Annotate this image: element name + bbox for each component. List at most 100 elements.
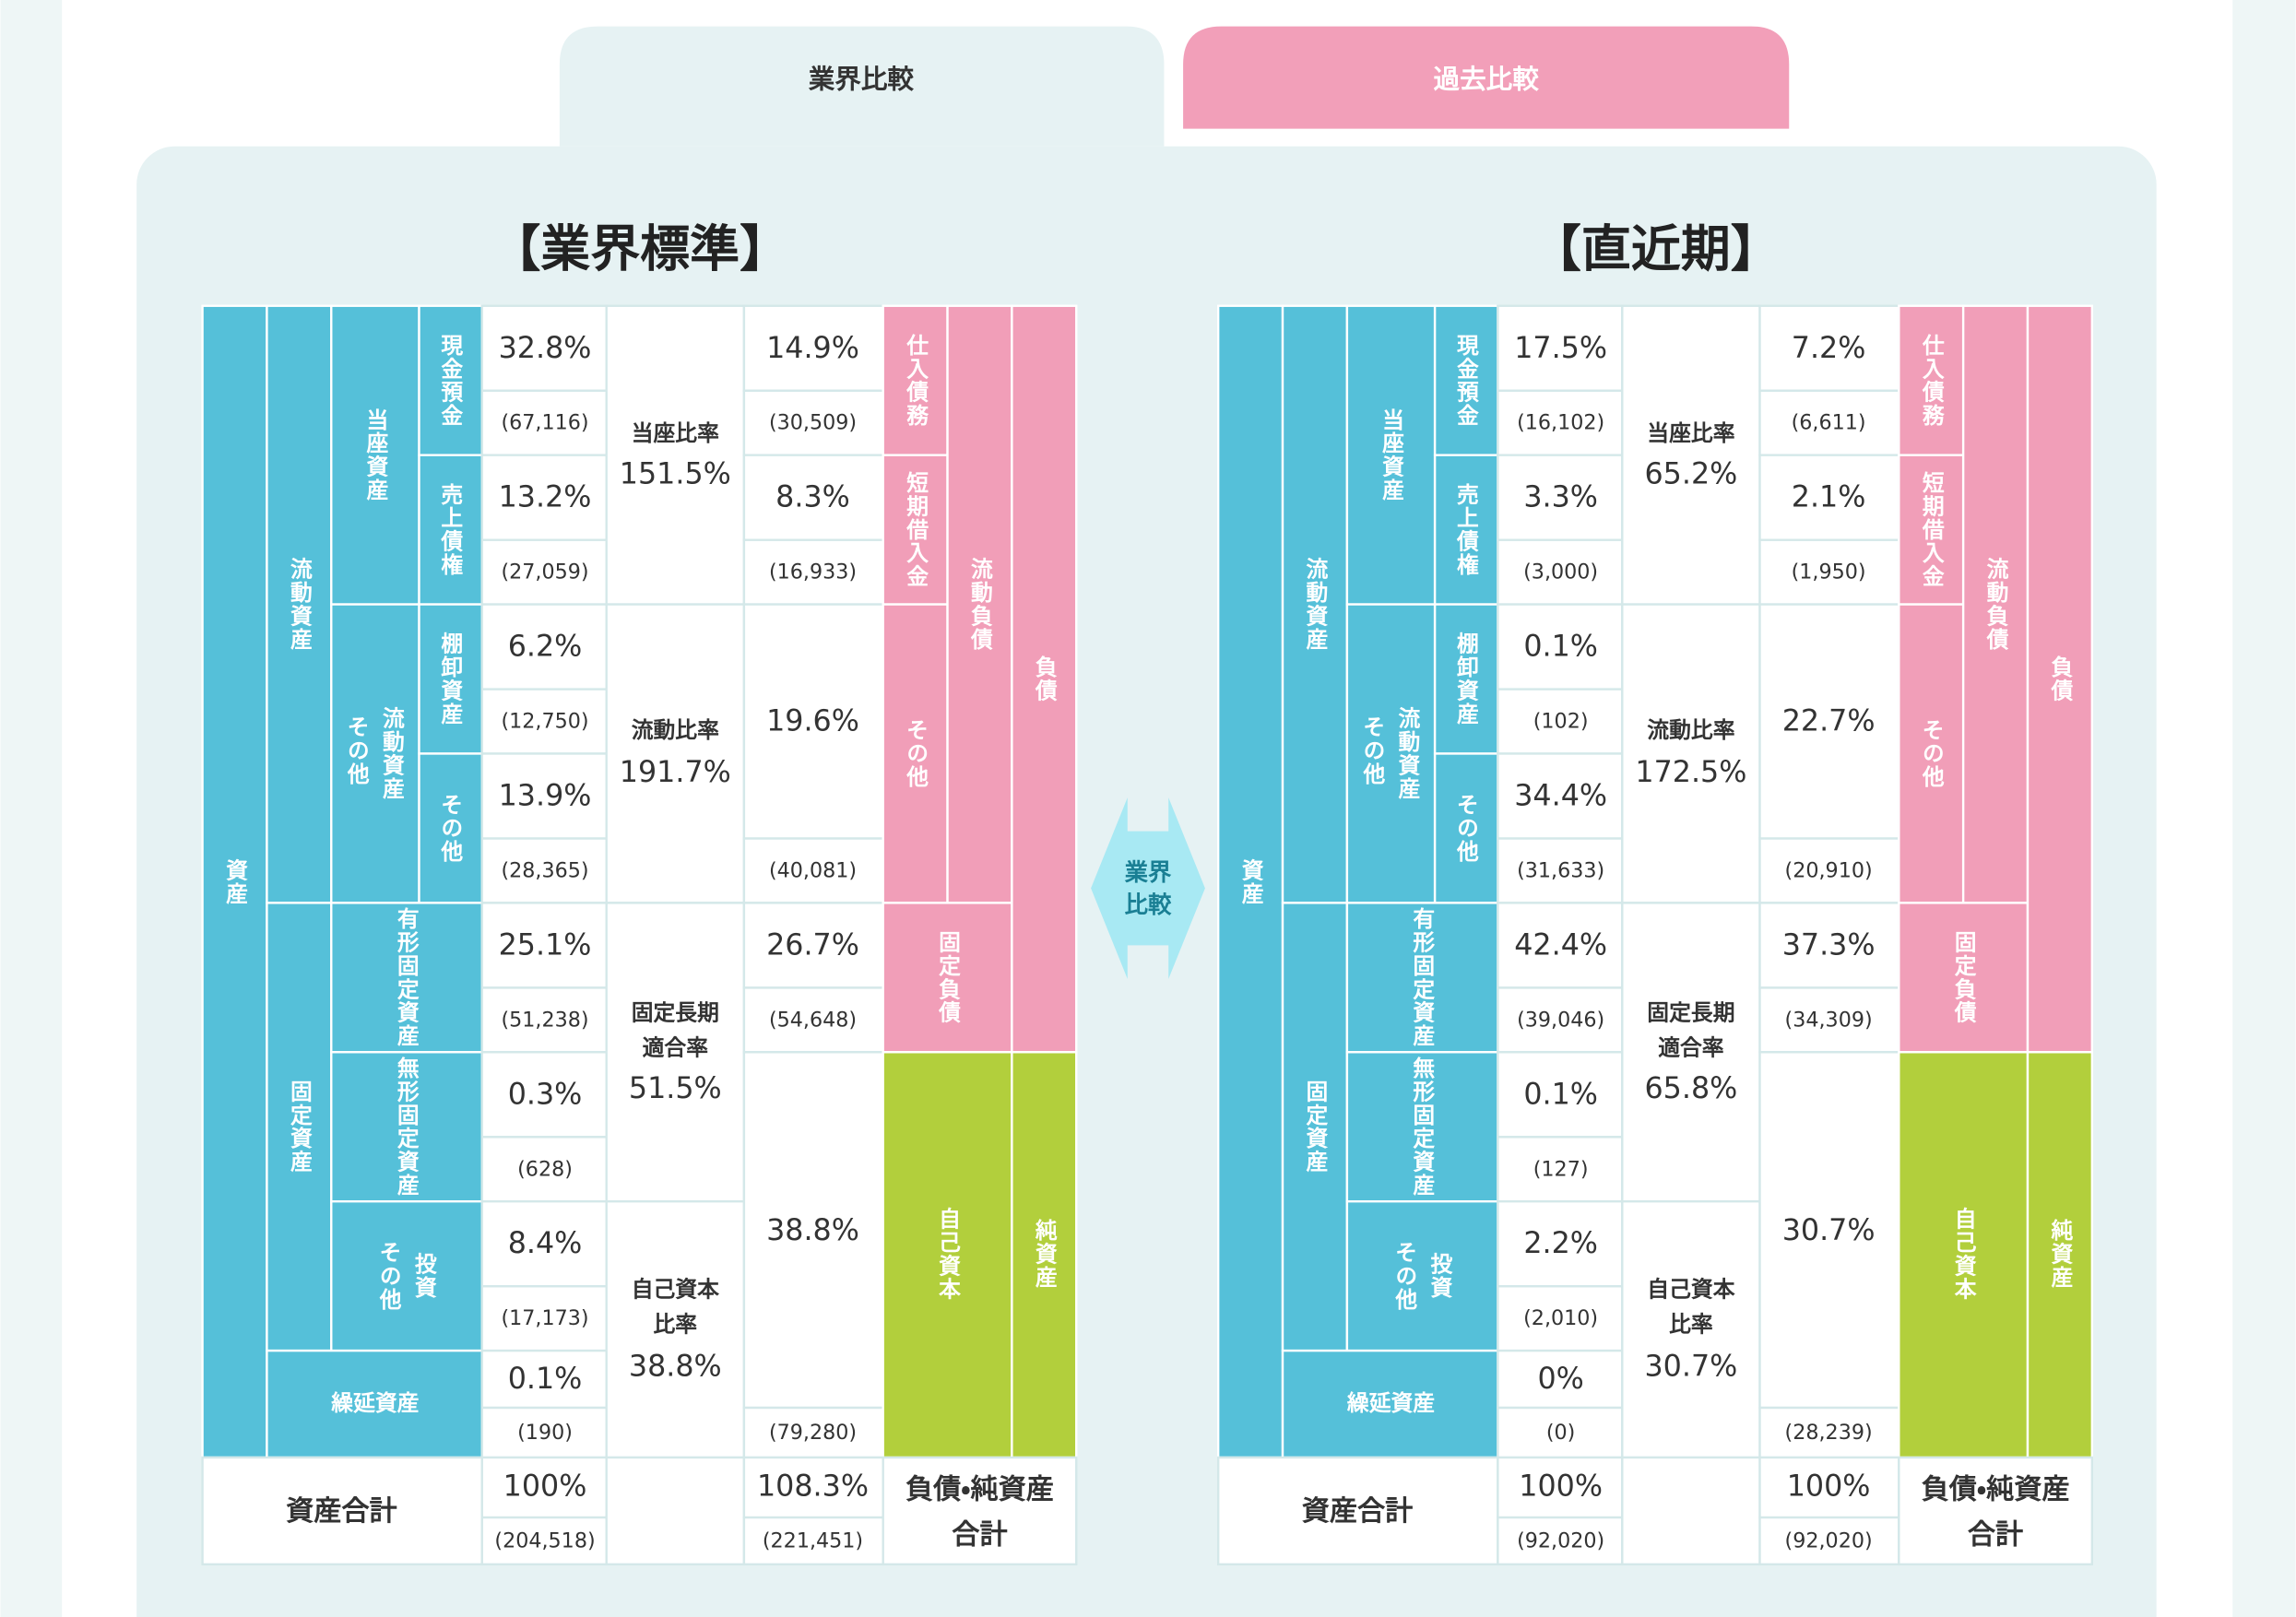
compare-arrow — [1091, 797, 1205, 979]
label-cell — [882, 454, 949, 606]
label-cell — [1345, 603, 1437, 904]
value-cell — [1497, 688, 1624, 755]
amount: (28,239) — [1785, 1421, 1873, 1445]
value-cell — [1497, 1136, 1624, 1203]
label-cell — [1281, 902, 1349, 1352]
row-label: 固定資産 — [286, 1080, 312, 1174]
value-cell — [1621, 1200, 1761, 1459]
value-cell — [480, 1136, 608, 1203]
tab-active[interactable] — [559, 26, 1165, 147]
label-cell — [1281, 304, 1349, 904]
percent: 2.1% — [1792, 481, 1866, 514]
total-label: 負債・純資産 — [1922, 1473, 2070, 1505]
panel-title: 【直近期】 — [1532, 219, 1781, 277]
row-label: その他 — [437, 793, 464, 863]
row-label: 有形固定資産 — [1409, 907, 1435, 1047]
label-cell — [882, 1051, 1013, 1459]
ratio-label: 固定長期 — [1647, 999, 1734, 1025]
value-cell — [1497, 1200, 1624, 1288]
tab-inactive[interactable] — [1183, 26, 1790, 129]
row-label: 繰延資産 — [1347, 1390, 1435, 1416]
percent: 100% — [1787, 1470, 1871, 1504]
label-cell — [266, 1349, 483, 1459]
row-label: 固定負債 — [935, 931, 962, 1025]
row-label: 短期借入金 — [903, 471, 929, 588]
row-label: 現金預金 — [437, 334, 463, 428]
value-cell — [605, 1456, 746, 1566]
ratio-label: 固定長期 — [632, 999, 719, 1025]
row-label: 流動負債 — [1982, 557, 2009, 652]
compare-label: 業界 — [1125, 858, 1172, 886]
compare-label: 比較 — [1125, 891, 1172, 918]
tab-label[interactable]: 過去比較 — [1434, 64, 1540, 95]
amount: (204,518) — [494, 1528, 595, 1552]
row-label: 現金預金 — [1452, 334, 1478, 428]
amount: (51,238) — [501, 1008, 588, 1032]
ratio-label: 当座比率 — [1647, 420, 1734, 446]
row-label: 負債 — [2047, 655, 2074, 702]
amount: (67,116) — [501, 411, 588, 435]
side-strip — [0, 0, 63, 1617]
row-label: 資産 — [222, 859, 248, 906]
ratio-label: 比率 — [1669, 1312, 1713, 1338]
value-cell — [742, 986, 884, 1054]
amount: (39,046) — [1517, 1008, 1604, 1032]
value-cell — [742, 1456, 884, 1519]
label-cell — [882, 603, 949, 904]
tab-label[interactable]: 業界比較 — [809, 64, 915, 95]
label-cell — [1433, 603, 1499, 755]
row-label: 純資産 — [2047, 1218, 2073, 1289]
ratio-value: 65.2% — [1644, 457, 1737, 490]
value-cell — [605, 304, 746, 606]
row-label: 純資産 — [1031, 1218, 1057, 1289]
label-cell — [2026, 304, 2094, 1054]
label-cell — [1433, 304, 1499, 456]
label-cell — [330, 304, 420, 606]
percent: 14.9% — [766, 332, 859, 365]
percent: 0.3% — [508, 1078, 583, 1111]
label-cell — [1011, 304, 1078, 1054]
label-cell — [1898, 902, 2030, 1054]
ratio-label: 自己資本 — [1647, 1276, 1734, 1302]
amount: (40,081) — [769, 858, 857, 882]
percent: 13.9% — [499, 780, 592, 813]
row-label: 自己資本 — [1950, 1207, 1977, 1302]
value-cell — [742, 1516, 884, 1566]
ratio-value: 38.8% — [629, 1351, 722, 1384]
label-cell — [330, 1200, 483, 1352]
percent: 17.5% — [1514, 332, 1607, 365]
label-cell — [946, 304, 1013, 904]
value-cell — [480, 1200, 608, 1288]
percent: 100% — [1519, 1470, 1603, 1504]
value-cell — [201, 1456, 483, 1566]
value-cell — [480, 389, 608, 456]
value-cell — [882, 1456, 1078, 1566]
percent: 0.1% — [1523, 1078, 1598, 1111]
row-label: 仕入債務 — [903, 333, 929, 428]
row-label: 棚卸資産 — [437, 631, 463, 726]
ratio-label: 適合率 — [643, 1035, 709, 1061]
row-label: 流動資産 — [378, 706, 404, 801]
percent: 8.4% — [508, 1227, 583, 1260]
total-label: 資産合計 — [286, 1495, 397, 1528]
label-cell — [1898, 1051, 2030, 1459]
row-label: 投資 — [410, 1252, 436, 1300]
row-label: その他 — [375, 1241, 402, 1311]
side-strip — [2232, 0, 2296, 1617]
percent: 3.3% — [1523, 481, 1598, 514]
value-cell — [605, 1200, 746, 1459]
amount: (3,000) — [1523, 561, 1598, 584]
percent: 32.8% — [499, 332, 592, 365]
value-cell — [480, 902, 608, 989]
value-cell — [480, 837, 608, 904]
amount: (20,910) — [1785, 858, 1873, 882]
percent: 13.2% — [499, 481, 592, 514]
percent: 2.2% — [1523, 1227, 1598, 1260]
row-label: その他 — [1452, 793, 1479, 863]
value-cell — [480, 986, 608, 1054]
row-label: 流動資産 — [1302, 557, 1328, 652]
value-cell — [1758, 1051, 1900, 1410]
label-cell — [1898, 304, 1965, 456]
